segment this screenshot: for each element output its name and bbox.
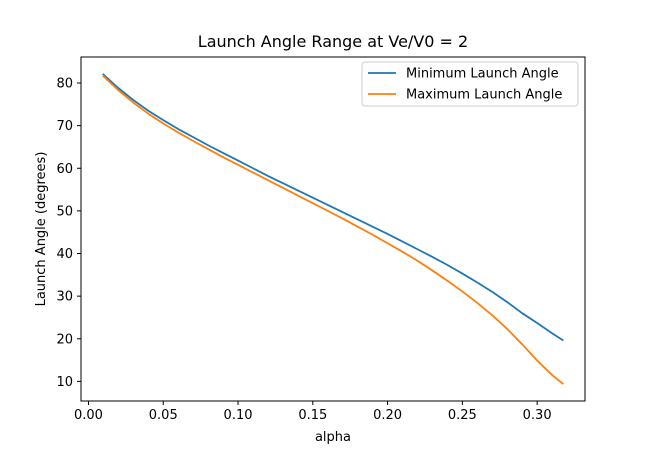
- y-tick-label: 50: [56, 204, 73, 219]
- x-tick-label: 0.30: [523, 408, 552, 423]
- y-tick-label: 30: [56, 290, 73, 305]
- legend: Minimum Launch Angle Maximum Launch Angle: [361, 61, 579, 107]
- y-tick-label: 70: [56, 119, 73, 134]
- x-tick-label: 0.25: [448, 408, 477, 423]
- series-line-minimum-launch-angle: [102, 73, 564, 342]
- chart-title: Launch Angle Range at Ve/V0 = 2: [198, 32, 468, 51]
- y-tick-label: 60: [56, 162, 73, 177]
- legend-label: Minimum Launch Angle: [406, 67, 559, 82]
- x-tick-label: 0.00: [74, 408, 103, 423]
- x-tick-label: 0.05: [149, 408, 178, 423]
- y-tick-label: 10: [56, 375, 73, 390]
- series-line-maximum-launch-angle: [102, 74, 564, 385]
- legend-box: [361, 61, 579, 107]
- y-axis-ticks: 10 20 30 40 50 60 70 80: [56, 77, 81, 390]
- legend-label: Maximum Launch Angle: [406, 88, 562, 103]
- plot-frame: [80, 56, 586, 402]
- y-tick-label: 20: [56, 332, 73, 347]
- y-axis-label: Launch Angle (degrees): [34, 152, 49, 307]
- y-tick-label: 80: [56, 77, 73, 92]
- x-axis-label: alpha: [315, 430, 351, 445]
- x-tick-label: 0.15: [298, 408, 327, 423]
- x-axis-ticks: 0.00 0.05 0.10 0.15 0.20 0.25 0.30: [74, 401, 552, 423]
- x-tick-label: 0.20: [373, 408, 402, 423]
- x-tick-label: 0.10: [224, 408, 253, 423]
- y-tick-label: 40: [56, 247, 73, 262]
- series-layer: [102, 73, 564, 385]
